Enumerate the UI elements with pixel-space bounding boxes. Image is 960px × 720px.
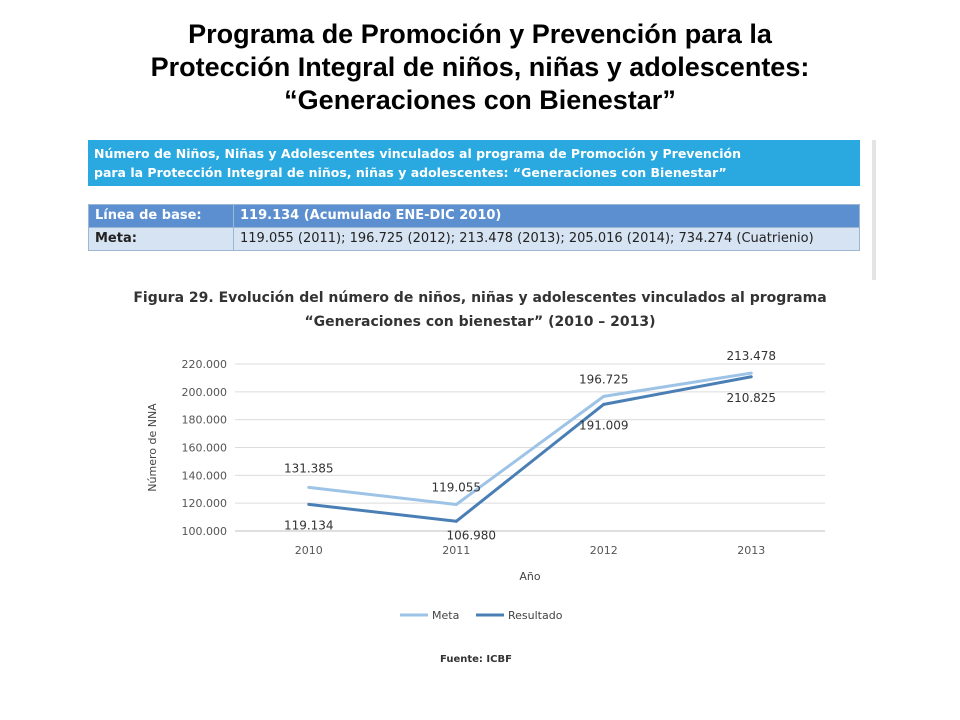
figure-caption-line-1: Figura 29. Evolución del número de niños… (133, 290, 827, 306)
data-label-resultado: 119.134 (284, 518, 334, 532)
y-tick-label: 180.000 (182, 414, 228, 427)
slide-title-line-1: Programa de Promoción y Prevención para … (188, 19, 772, 49)
y-axis-title: Número de NNA (146, 403, 159, 492)
series-line-resultado (308, 375, 752, 523)
slide-title-line-2: Protección Integral de niños, niñas y ad… (150, 52, 810, 82)
figure-source: Fuente: ICBF (440, 654, 512, 665)
x-tick-label: 2011 (442, 544, 470, 557)
y-tick-label: 120.000 (182, 497, 228, 510)
data-point-resultado (307, 502, 311, 506)
data-point-meta (454, 502, 458, 506)
data-label-meta: 213.478 (726, 349, 776, 363)
meta-row: Meta: 119.055 (2011); 196.725 (2012); 21… (88, 227, 860, 251)
y-tick-label: 200.000 (182, 386, 228, 399)
legend-label-meta: Meta (432, 609, 459, 622)
x-tick-label: 2013 (737, 544, 765, 557)
figure-caption-line-2: “Generaciones con bienestar” (2010 – 201… (304, 314, 656, 330)
slide-title: Programa de Promoción y Prevención para … (20, 18, 940, 117)
legend-label-resultado: Resultado (508, 609, 563, 622)
data-label-meta: 119.055 (431, 480, 481, 494)
data-label-meta: 131.385 (284, 461, 334, 475)
y-tick-label: 100.000 (182, 525, 228, 538)
data-point-meta (602, 394, 606, 398)
y-tick-label: 140.000 (182, 469, 228, 482)
indicator-banner: Número de Niños, Niñas y Adolescentes vi… (88, 140, 860, 186)
data-label-resultado: 191.009 (579, 418, 629, 432)
image-shadow-edge (872, 140, 876, 280)
data-point-resultado (749, 375, 753, 379)
y-tick-label: 220.000 (182, 358, 228, 371)
figure-caption: Figura 29. Evolución del número de niños… (100, 286, 860, 334)
data-label-resultado: 106.980 (446, 528, 496, 542)
data-label-meta: 196.725 (579, 372, 629, 386)
indicator-banner-line-1: Número de Niños, Niñas y Adolescentes vi… (94, 146, 741, 161)
x-axis-title: Año (519, 570, 540, 583)
y-tick-label: 160.000 (182, 442, 228, 455)
baseline-value: 119.134 (Acumulado ENE-DIC 2010) (233, 204, 860, 228)
slide-title-line-3: “Generaciones con Bienestar” (284, 85, 676, 115)
data-label-resultado: 210.825 (726, 391, 776, 405)
x-tick-label: 2012 (590, 544, 618, 557)
data-point-meta (307, 485, 311, 489)
meta-value: 119.055 (2011); 196.725 (2012); 213.478 … (233, 227, 860, 251)
data-point-resultado (454, 519, 458, 523)
series-line-meta (308, 371, 752, 506)
data-point-meta (749, 371, 753, 375)
data-point-resultado (602, 402, 606, 406)
baseline-row: Línea de base: 119.134 (Acumulado ENE-DI… (88, 204, 860, 228)
indicator-table: Línea de base: 119.134 (Acumulado ENE-DI… (88, 204, 860, 251)
indicator-banner-line-2: para la Protección Integral de niños, ni… (94, 165, 727, 180)
x-tick-label: 2010 (295, 544, 323, 557)
meta-label: Meta: (88, 227, 234, 251)
baseline-label: Línea de base: (88, 204, 234, 228)
